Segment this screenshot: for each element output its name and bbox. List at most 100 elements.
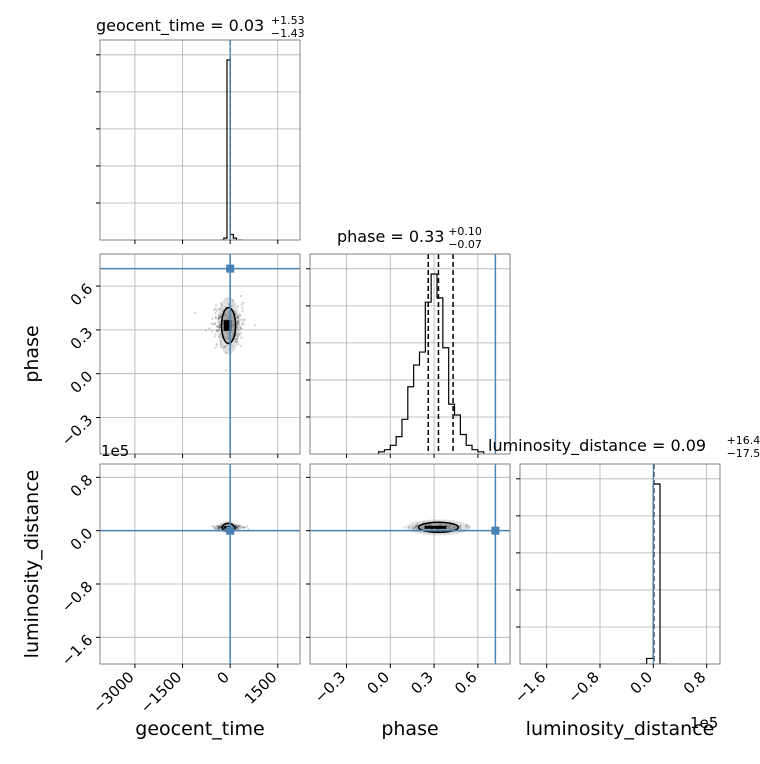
sample-point xyxy=(213,309,216,312)
sample-point xyxy=(219,312,222,315)
sample-point xyxy=(215,325,218,328)
sample-point xyxy=(239,294,243,298)
sample-point xyxy=(458,524,462,527)
sample-point xyxy=(236,525,239,528)
offset-label-x: 1e5 xyxy=(690,714,718,732)
sample-point xyxy=(218,320,221,323)
sample-point xyxy=(214,307,217,310)
sample-point xyxy=(403,526,406,529)
sample-point xyxy=(236,526,239,530)
sample-point xyxy=(247,528,250,531)
sample-point xyxy=(234,523,237,527)
title-minus-geocent_time: −1.43 xyxy=(271,27,305,40)
sample-point xyxy=(234,524,237,527)
sample-point xyxy=(243,526,246,529)
sample-point xyxy=(213,335,217,338)
sample-point xyxy=(415,524,418,527)
sample-point xyxy=(215,344,218,347)
y-tick-label: 0.6 xyxy=(67,280,97,310)
sample-point xyxy=(235,527,238,530)
sample-point xyxy=(233,309,236,313)
sample-point xyxy=(239,524,242,527)
sample-point xyxy=(241,320,244,324)
x-axis-label-phase: phase xyxy=(381,718,438,740)
sample-point xyxy=(236,323,239,326)
sample-point xyxy=(213,527,216,530)
sample-point xyxy=(237,524,241,527)
sample-point xyxy=(239,327,242,330)
x-tick-label: −3000 xyxy=(89,668,138,717)
sample-point xyxy=(218,328,222,332)
density-core xyxy=(424,525,447,529)
sample-point xyxy=(239,325,242,328)
sample-point xyxy=(239,344,243,348)
sample-point xyxy=(242,525,245,528)
sample-point xyxy=(465,524,469,527)
y-tick-label: −0.3 xyxy=(58,411,96,449)
sample-point xyxy=(412,527,415,530)
sample-point xyxy=(214,346,217,349)
sample-point xyxy=(236,320,239,323)
panel-frame xyxy=(99,39,301,241)
panel-frame xyxy=(309,253,511,455)
sample-point xyxy=(220,303,223,307)
x-axis-label-geocent_time: geocent_time xyxy=(135,718,264,740)
x-tick-label: 0.0 xyxy=(364,668,394,698)
y-axis-label-luminosity_distance: luminosity_distance xyxy=(21,470,43,659)
sample-point xyxy=(218,526,221,529)
truth-marker xyxy=(226,526,235,535)
sample-point xyxy=(220,523,223,526)
sample-point xyxy=(459,525,462,528)
sample-point xyxy=(210,329,213,333)
sample-point xyxy=(237,321,240,324)
sample-point xyxy=(416,522,419,525)
sample-point xyxy=(241,306,244,309)
sample-point xyxy=(237,343,240,346)
title-geocent_time: geocent_time = 0.03 xyxy=(96,16,264,36)
sample-point xyxy=(238,313,242,316)
title-minus-phase: −0.07 xyxy=(448,238,482,251)
sample-point xyxy=(222,346,225,349)
sample-point xyxy=(218,323,221,326)
sample-point xyxy=(219,343,222,346)
sample-point xyxy=(414,526,418,529)
x-tick-label: −1.6 xyxy=(511,668,549,706)
title-luminosity_distance: luminosity_distance = 0.09 xyxy=(488,436,706,456)
sample-point xyxy=(211,317,214,320)
x-tick-label: −0.8 xyxy=(564,668,602,706)
x-tick-label: 0.3 xyxy=(407,668,437,698)
sample-point xyxy=(214,317,218,320)
sample-point xyxy=(242,318,245,321)
sample-point xyxy=(236,326,239,329)
sample-point xyxy=(218,326,221,329)
sample-point xyxy=(236,305,240,308)
sample-point xyxy=(237,317,240,320)
sample-point xyxy=(230,344,233,347)
sample-point xyxy=(240,327,243,330)
panel-phase-vs-luminosity_distance xyxy=(310,464,510,664)
offset-label-y: 1e5 xyxy=(101,442,129,460)
sample-point xyxy=(214,322,217,325)
sample-point xyxy=(236,322,239,325)
x-tick-label: 1500 xyxy=(241,668,281,708)
sample-point xyxy=(237,525,241,529)
sample-point xyxy=(236,527,239,531)
sample-point xyxy=(240,336,243,339)
sample-point xyxy=(414,525,417,528)
x-axis-label-luminosity_distance: luminosity_distance xyxy=(526,718,715,740)
sample-point xyxy=(231,299,235,302)
sample-point xyxy=(238,333,241,337)
sample-point xyxy=(239,331,242,335)
sample-point xyxy=(217,317,221,321)
sample-point xyxy=(214,315,217,319)
sample-point xyxy=(225,344,228,347)
sample-point xyxy=(223,345,226,348)
sample-point xyxy=(236,340,239,343)
y-axis-label-phase: phase xyxy=(21,325,43,382)
sample-point xyxy=(237,527,240,531)
sample-point xyxy=(245,525,248,528)
sample-point xyxy=(231,305,234,308)
sample-point xyxy=(214,311,217,315)
histogram-luminosity_distance xyxy=(520,464,720,664)
